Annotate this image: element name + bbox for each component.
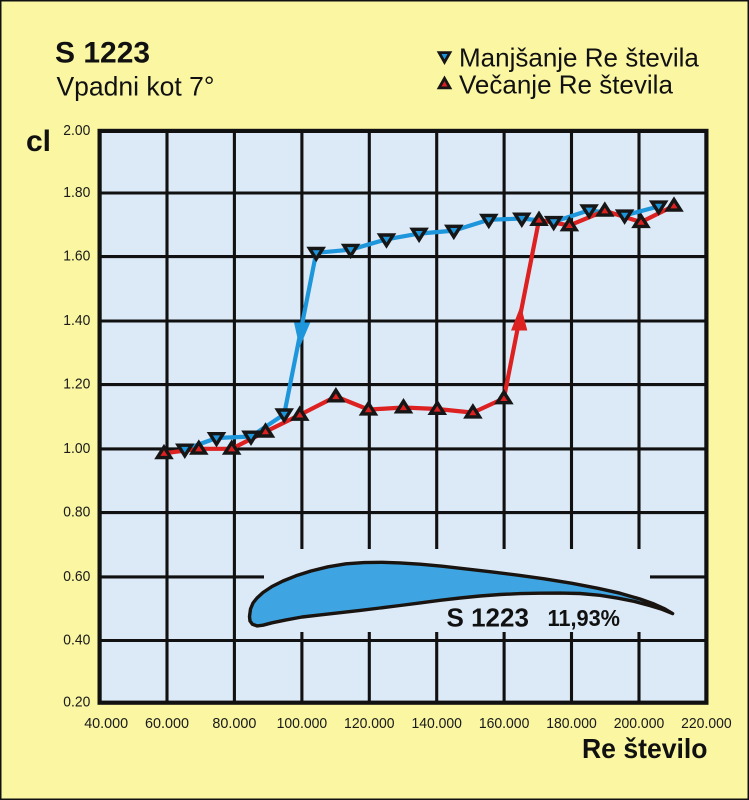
svg-text:180.000: 180.000 [546, 716, 597, 732]
svg-text:Manjšanje Re števila: Manjšanje Re števila [459, 42, 699, 72]
svg-text:S 1223: S 1223 [447, 603, 529, 633]
svg-text:11,93%: 11,93% [548, 605, 621, 631]
svg-text:140.000: 140.000 [411, 716, 462, 732]
svg-text:2.00: 2.00 [63, 123, 90, 139]
svg-text:200.000: 200.000 [614, 716, 665, 732]
svg-text:0.40: 0.40 [63, 633, 90, 649]
svg-text:220.000: 220.000 [681, 716, 732, 732]
svg-text:1.20: 1.20 [63, 377, 90, 393]
svg-text:1.60: 1.60 [63, 249, 90, 265]
svg-text:1.80: 1.80 [63, 185, 90, 201]
svg-text:160.000: 160.000 [479, 716, 530, 732]
svg-text:120.000: 120.000 [344, 716, 395, 732]
svg-text:0.60: 0.60 [63, 569, 90, 585]
svg-text:S 1223: S 1223 [55, 37, 150, 70]
svg-text:80.000: 80.000 [212, 716, 256, 732]
svg-text:40.000: 40.000 [84, 716, 128, 732]
svg-text:1.00: 1.00 [63, 441, 90, 457]
svg-text:0.80: 0.80 [63, 505, 90, 521]
svg-text:100.000: 100.000 [277, 716, 328, 732]
svg-text:60.000: 60.000 [145, 716, 189, 732]
svg-text:0.20: 0.20 [63, 695, 90, 711]
svg-text:Večanje Re števila: Večanje Re števila [459, 69, 673, 99]
svg-text:cl: cl [26, 125, 51, 158]
svg-text:Vpadni kot 7°: Vpadni kot 7° [57, 72, 215, 102]
svg-text:1.40: 1.40 [63, 313, 90, 329]
svg-text:Re število: Re število [582, 733, 708, 764]
